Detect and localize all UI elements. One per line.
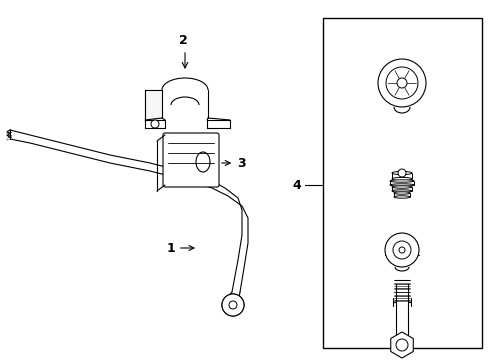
Ellipse shape: [391, 190, 411, 192]
Circle shape: [397, 169, 405, 177]
Text: 1: 1: [166, 242, 194, 255]
Ellipse shape: [393, 192, 409, 194]
Bar: [323, 18, 481, 348]
Circle shape: [228, 301, 237, 309]
Circle shape: [384, 233, 418, 267]
Polygon shape: [10, 130, 247, 292]
Text: 2: 2: [178, 33, 187, 46]
Circle shape: [222, 294, 243, 315]
Circle shape: [222, 294, 244, 316]
Circle shape: [151, 120, 159, 128]
Ellipse shape: [391, 186, 411, 188]
Circle shape: [222, 294, 244, 316]
Text: 4: 4: [292, 179, 301, 192]
Polygon shape: [206, 120, 229, 128]
Ellipse shape: [389, 180, 413, 182]
Circle shape: [385, 67, 417, 99]
Ellipse shape: [391, 171, 411, 175]
Ellipse shape: [393, 196, 409, 198]
Circle shape: [228, 301, 237, 309]
Circle shape: [392, 241, 410, 259]
Ellipse shape: [391, 177, 411, 181]
Circle shape: [377, 59, 425, 107]
Circle shape: [396, 78, 406, 88]
Circle shape: [398, 247, 404, 253]
Polygon shape: [390, 332, 412, 358]
Circle shape: [395, 339, 407, 351]
FancyBboxPatch shape: [163, 133, 219, 187]
Ellipse shape: [389, 184, 413, 186]
Polygon shape: [145, 120, 164, 128]
Text: 3: 3: [222, 157, 245, 170]
Polygon shape: [145, 90, 162, 128]
